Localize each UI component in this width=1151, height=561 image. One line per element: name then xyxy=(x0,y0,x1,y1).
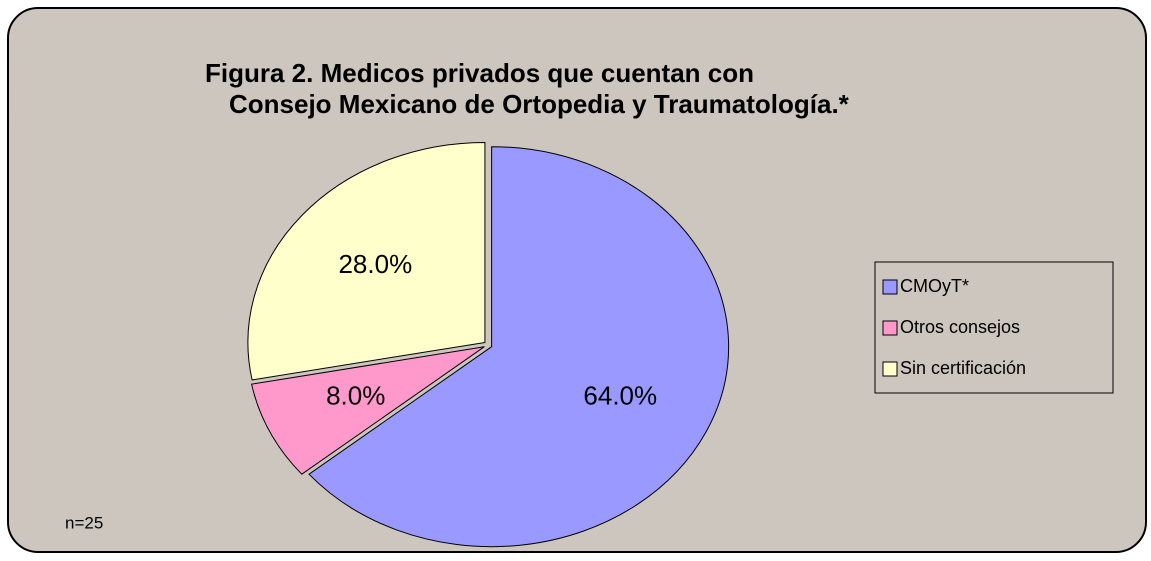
legend-label: Sin certificación xyxy=(900,358,1026,378)
legend-label: Otros consejos xyxy=(900,317,1020,337)
annotation: n=25 xyxy=(65,513,103,532)
data-label: 64.0% xyxy=(583,381,657,411)
data-label: 8.0% xyxy=(326,381,385,411)
legend-swatch xyxy=(882,361,898,377)
legend-label: CMOyT* xyxy=(900,276,969,296)
legend-box xyxy=(874,261,1114,394)
pie-slice xyxy=(247,141,486,381)
chart-title-line: Figura 2. Medicos privados que cuentan c… xyxy=(205,58,754,88)
pie-slice xyxy=(250,346,485,475)
chart-title-line: Consejo Mexicano de Ortopedia y Traumato… xyxy=(229,89,850,119)
pie-slice xyxy=(308,146,730,548)
legend-swatch xyxy=(882,320,898,336)
legend-swatch xyxy=(882,279,898,295)
data-label: 28.0% xyxy=(338,249,412,279)
